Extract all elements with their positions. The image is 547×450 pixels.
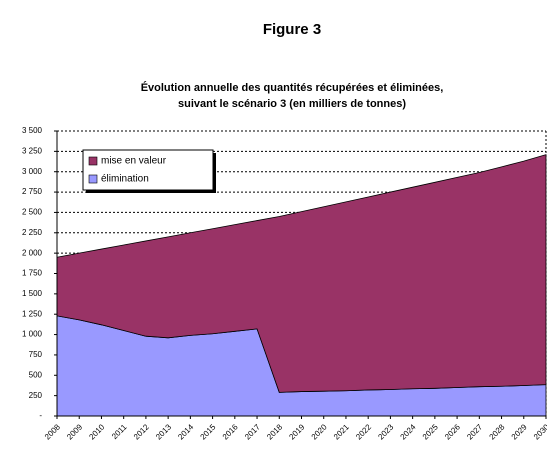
- x-tick-label: 2018: [265, 422, 284, 441]
- x-tick-label: 2010: [87, 422, 106, 441]
- x-tick-label: 2021: [332, 422, 351, 441]
- x-tick-label: 2013: [154, 422, 173, 441]
- x-tick-label: 2017: [243, 422, 262, 441]
- legend-swatch: [88, 174, 98, 184]
- legend-swatch: [88, 156, 98, 166]
- x-tick-label: 2019: [287, 422, 306, 441]
- x-tick-label: 2009: [65, 422, 84, 441]
- figure-label: Figure 3: [263, 21, 321, 38]
- y-tick-label: 3 500: [22, 126, 43, 135]
- x-tick-label: 2023: [376, 422, 395, 441]
- x-tick-label: 2026: [443, 422, 462, 441]
- x-tick-label: 2015: [199, 422, 218, 441]
- x-tick-label: 2024: [399, 422, 418, 441]
- y-tick-label: 2 250: [22, 228, 43, 237]
- y-tick-label: 2 500: [22, 208, 43, 217]
- y-tick-label: 2 750: [22, 187, 43, 196]
- chart-title: suivant le scénario 3 (en milliers de to…: [178, 98, 406, 110]
- x-tick-label: 2020: [310, 422, 329, 441]
- x-tick-label: 2012: [132, 422, 151, 441]
- y-tick-label: 1 500: [22, 289, 43, 298]
- y-tick-label: 1 250: [22, 309, 43, 318]
- legend-label: élimination: [101, 174, 149, 185]
- x-tick-label: 2025: [421, 422, 440, 441]
- y-tick-label: 3 250: [22, 146, 43, 155]
- y-tick-label: 250: [29, 391, 43, 400]
- x-tick-label: 2030: [532, 422, 547, 441]
- x-tick-label: 2029: [510, 422, 529, 441]
- x-tick-label: 2016: [221, 422, 240, 441]
- y-tick-label: 1 750: [22, 269, 43, 278]
- y-tick-label: 1 000: [22, 330, 43, 339]
- x-tick-label: 2027: [465, 422, 484, 441]
- y-tick-label: 750: [29, 350, 43, 359]
- y-tick-label: -: [39, 411, 42, 420]
- area: [56, 154, 547, 393]
- x-tick-label: 2011: [110, 422, 129, 441]
- x-tick-label: 2022: [354, 422, 373, 441]
- legend: [82, 149, 214, 191]
- y-tick-label: 3 000: [22, 167, 43, 176]
- x-tick-label: 2028: [488, 422, 507, 441]
- y-tick-label: 500: [29, 370, 43, 379]
- x-tick-label: 2008: [43, 422, 62, 441]
- chart-title: Évolution annuelle des quantités récupér…: [141, 81, 444, 94]
- legend-label: mise en valeur: [101, 156, 167, 167]
- x-tick-label: 2014: [176, 422, 195, 441]
- y-tick-label: 2 000: [22, 248, 43, 257]
